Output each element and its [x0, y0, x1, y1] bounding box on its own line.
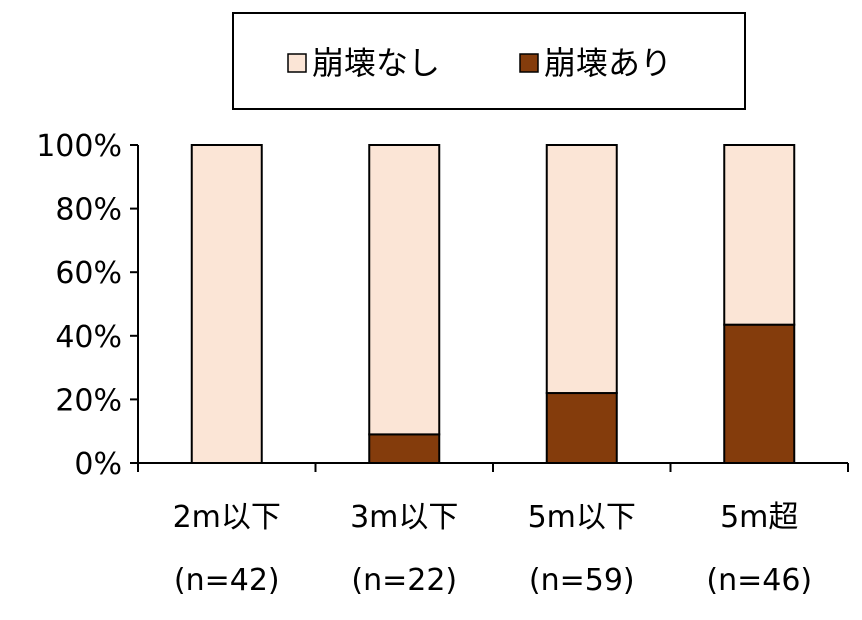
- x-category-count: (n=42): [174, 563, 280, 598]
- bar-segment-no-collapse: [545, 144, 618, 395]
- bar-segment-collapse: [545, 392, 618, 465]
- x-category-label: 3m以下: [350, 500, 458, 535]
- y-tick-label: 40%: [55, 320, 122, 355]
- x-category-label: 5m超: [720, 500, 798, 535]
- legend-label: 崩壊あり: [544, 44, 672, 82]
- bar-segment-no-collapse: [368, 144, 441, 436]
- y-axis: 0% 20% 40% 60% 80% 100%: [36, 129, 139, 482]
- legend-swatch: [287, 53, 307, 73]
- legend-swatch: [519, 53, 539, 73]
- y-tick-label: 60%: [55, 256, 122, 291]
- y-tick-label: 80%: [55, 193, 122, 228]
- bar-segment-no-collapse: [190, 144, 263, 464]
- x-category-count: (n=22): [351, 563, 457, 598]
- legend: 崩壊なし 崩壊あり: [232, 12, 746, 110]
- y-tick-label: 0%: [74, 447, 122, 482]
- x-category-label: 5m以下: [528, 500, 636, 535]
- y-tick-label: 20%: [55, 383, 122, 418]
- x-axis: 2m以下 (n=42) 3m以下 (n=22) 5m以下 (n=59) 5m超 (n=46): [137, 462, 849, 598]
- bar-segment-collapse: [723, 323, 796, 465]
- y-tick-label: 100%: [36, 129, 122, 164]
- bar-segment-collapse: [368, 433, 441, 465]
- bar-segment-no-collapse: [723, 144, 796, 326]
- legend-box: [232, 12, 746, 110]
- x-category-count: (n=59): [529, 563, 635, 598]
- bars: [190, 144, 796, 465]
- x-category-count: (n=46): [706, 563, 812, 598]
- legend-label: 崩壊なし: [312, 44, 440, 82]
- x-category-label: 2m以下: [173, 500, 281, 535]
